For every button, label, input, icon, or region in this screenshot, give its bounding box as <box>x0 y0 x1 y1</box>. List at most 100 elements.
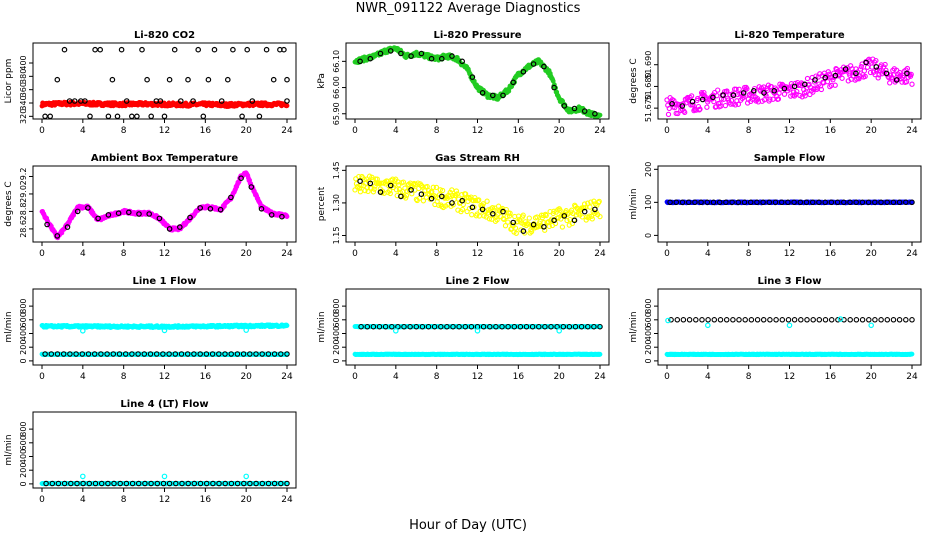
x-tick-label: 8 <box>746 126 752 136</box>
data-point <box>278 351 284 357</box>
data-point <box>909 199 915 206</box>
data-point <box>54 351 61 357</box>
x-tick-label: 4 <box>705 249 711 259</box>
data-point <box>682 109 688 116</box>
data-point <box>903 317 909 323</box>
x-tick-label: 0 <box>664 126 670 136</box>
data-point <box>459 58 466 65</box>
data-point <box>733 86 739 92</box>
data-point <box>367 180 374 187</box>
data-point <box>259 351 265 357</box>
data-point <box>284 214 290 219</box>
data-point <box>462 323 469 330</box>
plot-area <box>39 170 290 241</box>
data-point <box>161 327 168 334</box>
data-point <box>748 317 755 323</box>
data-point <box>207 206 214 212</box>
data-point <box>832 72 839 79</box>
data-point <box>705 317 711 323</box>
data-point <box>785 199 791 206</box>
x-tick-label: 0 <box>352 126 358 136</box>
x-tick-label: 8 <box>746 372 752 382</box>
data-point <box>136 211 142 217</box>
data-point <box>468 323 475 330</box>
data-point <box>500 215 506 222</box>
data-point <box>801 81 808 88</box>
data-point <box>797 199 804 206</box>
plot-area <box>352 45 603 119</box>
data-point <box>760 317 767 323</box>
data-point <box>750 88 757 94</box>
data-point <box>118 46 125 53</box>
y-tick-label: 600 <box>19 312 28 327</box>
data-point <box>559 224 566 230</box>
data-point <box>837 316 844 322</box>
data-point <box>372 183 378 189</box>
data-point <box>767 317 773 323</box>
x-tick-label: 16 <box>513 372 525 382</box>
data-point <box>541 224 547 230</box>
data-point <box>561 103 568 109</box>
data-point <box>754 96 761 102</box>
data-point <box>839 75 845 81</box>
data-point <box>809 199 816 206</box>
x-tick-label: 4 <box>80 126 86 136</box>
data-point <box>284 98 290 104</box>
data-point <box>696 107 702 113</box>
data-point <box>824 79 831 85</box>
y-tick-label: 360 <box>19 82 28 97</box>
data-point <box>392 327 399 334</box>
y-tick-label: 400 <box>644 326 653 341</box>
data-point <box>747 199 754 206</box>
data-point <box>728 101 734 107</box>
y-axis-label: kPa <box>317 73 327 89</box>
y-tick-label: 0 <box>644 358 653 363</box>
data-point <box>775 96 782 102</box>
series-average <box>667 199 915 206</box>
data-point <box>866 317 872 323</box>
data-point <box>47 113 53 119</box>
data-point <box>878 199 884 206</box>
plot-area <box>39 322 290 358</box>
data-point <box>588 199 594 205</box>
data-point <box>551 217 557 224</box>
y-tick-label: 29.2 <box>19 168 28 186</box>
data-point <box>239 113 245 119</box>
data-point <box>771 88 778 94</box>
data-point <box>433 184 440 191</box>
data-point <box>271 351 278 357</box>
x-tick-label: 0 <box>352 249 358 259</box>
data-point <box>240 351 247 357</box>
data-point <box>761 90 767 96</box>
data-point <box>789 83 795 89</box>
data-point <box>571 105 578 112</box>
x-tick-label: 4 <box>705 372 711 382</box>
data-point <box>253 351 259 357</box>
plot-area <box>664 199 915 206</box>
plot-frame <box>345 165 610 243</box>
data-point <box>407 323 413 330</box>
data-point <box>791 83 798 90</box>
y-tick-label: 66.00 <box>332 76 341 99</box>
x-tick-label: 20 <box>240 126 252 136</box>
data-point <box>258 206 265 212</box>
data-point <box>110 351 117 357</box>
data-point <box>178 351 185 357</box>
data-point <box>420 198 427 204</box>
data-point <box>71 98 78 104</box>
data-point <box>554 323 560 330</box>
data-point <box>872 317 878 323</box>
y-tick-label: 320 <box>19 109 28 124</box>
data-point <box>161 113 168 119</box>
data-point <box>564 217 570 224</box>
plot-area <box>352 323 603 358</box>
data-point <box>903 79 910 85</box>
data-point <box>597 213 603 220</box>
data-point <box>859 317 866 323</box>
data-point <box>97 46 104 53</box>
data-point <box>716 199 723 206</box>
data-point <box>494 217 500 223</box>
data-point <box>87 113 93 119</box>
y-tick-label: 65.90 <box>332 102 341 125</box>
